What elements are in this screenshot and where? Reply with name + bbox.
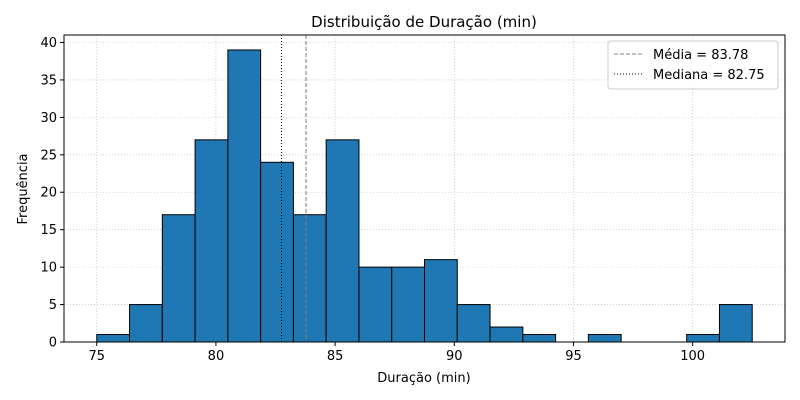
histogram-bar [227, 49, 262, 343]
x-tick-label: 100 [680, 349, 705, 364]
legend-median-label: Mediana = 82.75 [653, 68, 765, 83]
x-tick-label: 90 [446, 349, 463, 364]
reference-lines [280, 35, 307, 342]
y-axis-label: Frequência [16, 153, 31, 224]
histogram-bar [292, 214, 327, 343]
histogram-bar [96, 334, 131, 343]
histogram-bar [686, 334, 720, 343]
y-tick-label: 35 [40, 73, 57, 88]
x-tick-label: 85 [327, 349, 344, 364]
y-tick-label: 25 [40, 148, 57, 163]
histogram-bar [129, 304, 163, 343]
y-tick-label: 0 [49, 336, 57, 351]
y-ticks: 0 5 10 15 20 25 30 35 40 [40, 36, 64, 351]
histogram-bar [424, 259, 458, 343]
histogram-bar [325, 139, 360, 343]
histogram-bar [358, 266, 393, 343]
x-tick-label: 80 [208, 349, 225, 364]
x-ticks: 75 80 85 90 95 100 [88, 342, 705, 364]
y-tick-label: 15 [40, 223, 57, 238]
legend: Média = 83.78 Mediana = 82.75 [607, 40, 779, 90]
histogram-bar [161, 214, 196, 343]
plot-frame [63, 34, 786, 343]
y-tick-label: 20 [40, 186, 57, 201]
bars [96, 49, 753, 343]
y-tick-label: 10 [40, 261, 57, 276]
histogram-bar [489, 326, 524, 343]
x-tick-label: 75 [88, 349, 105, 364]
y-tick-label: 5 [49, 298, 57, 313]
y-tick-label: 40 [40, 36, 57, 51]
histogram-bar [194, 139, 229, 343]
chart-title: Distribuição de Duração (min) [311, 13, 537, 31]
y-tick-label: 30 [40, 111, 57, 126]
histogram-bar [522, 334, 557, 343]
x-tick-label: 95 [565, 349, 582, 364]
histogram-bar [260, 161, 294, 343]
histogram-bar [456, 304, 491, 343]
histogram-bar [587, 334, 622, 343]
x-axis-label: Duração (min) [377, 371, 470, 386]
histogram-bar [718, 304, 753, 343]
histogram-bar [391, 266, 425, 343]
legend-mean-label: Média = 83.78 [653, 48, 748, 63]
legend-box [607, 40, 779, 90]
